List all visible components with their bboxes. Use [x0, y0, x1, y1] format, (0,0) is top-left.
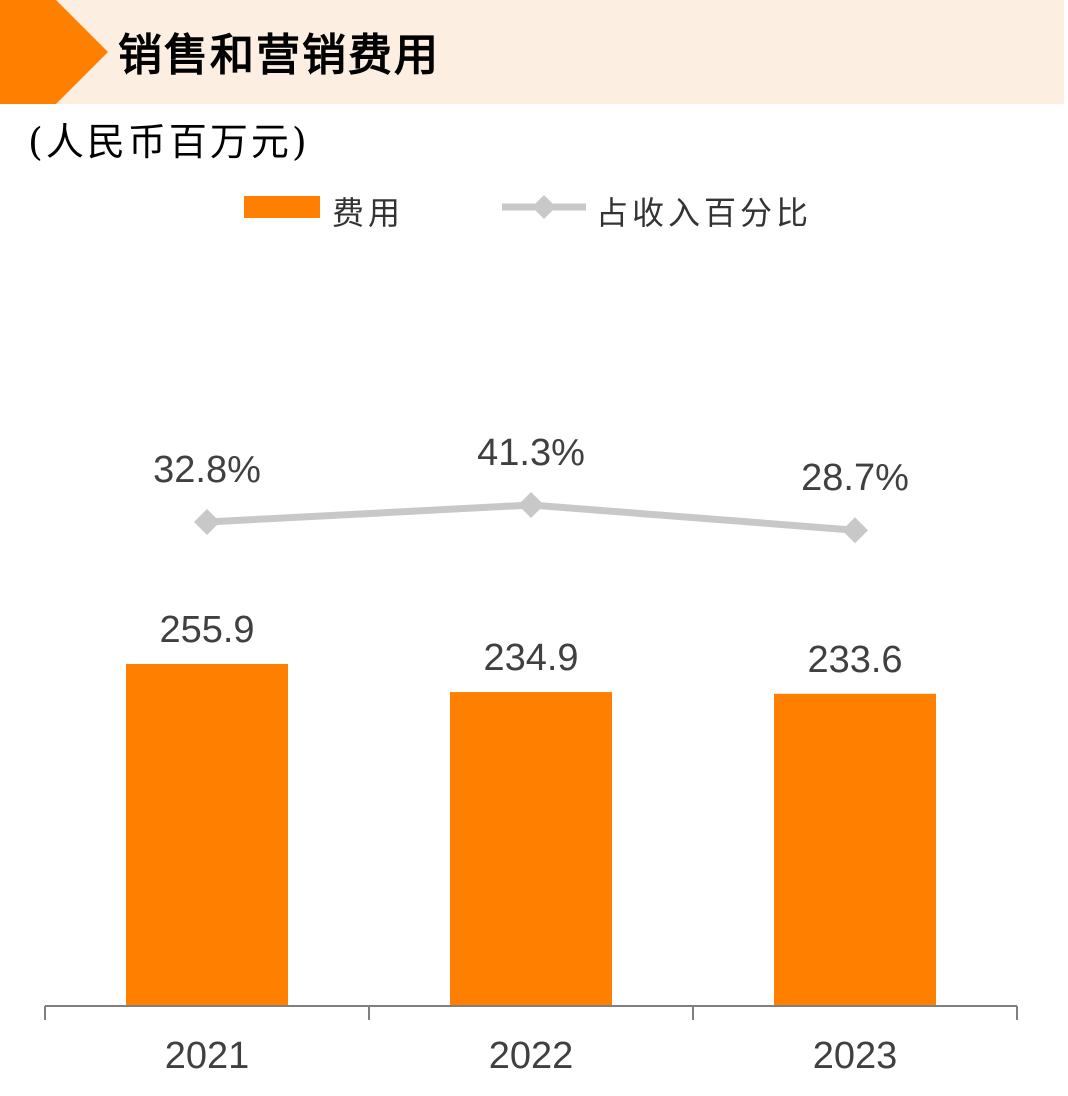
legend-line-swatch: [502, 195, 586, 219]
header-band: [0, 0, 1064, 104]
line-value-label: 32.8%: [153, 449, 261, 491]
bar: [450, 692, 612, 1006]
line-value-label: 28.7%: [801, 457, 909, 499]
legend-bar-label: 费用: [332, 194, 405, 232]
bar-value-label: 234.9: [483, 637, 578, 679]
legend-line-label: 占收入百分比: [596, 194, 813, 232]
legend-bar-swatch: [244, 196, 320, 218]
line-point-marker: [518, 492, 544, 518]
unit-label: (人民币百万元): [28, 120, 310, 164]
page-title: 销售和营销费用: [118, 30, 440, 81]
bar-value-label: 255.9: [159, 609, 254, 651]
x-tick-label: 2021: [165, 1035, 250, 1077]
header-arrow-icon: [0, 0, 108, 104]
bar: [774, 693, 936, 1006]
chart-legend: 费用 占收入百分比: [0, 186, 1068, 232]
line-value-label: 41.3%: [477, 432, 585, 474]
x-tick-label: 2022: [489, 1035, 574, 1077]
line-point-marker: [842, 517, 868, 544]
x-tick-label: 2023: [813, 1035, 898, 1077]
bar-value-label: 233.6: [807, 639, 902, 681]
line-point-marker: [194, 509, 220, 535]
bar: [126, 664, 288, 1006]
